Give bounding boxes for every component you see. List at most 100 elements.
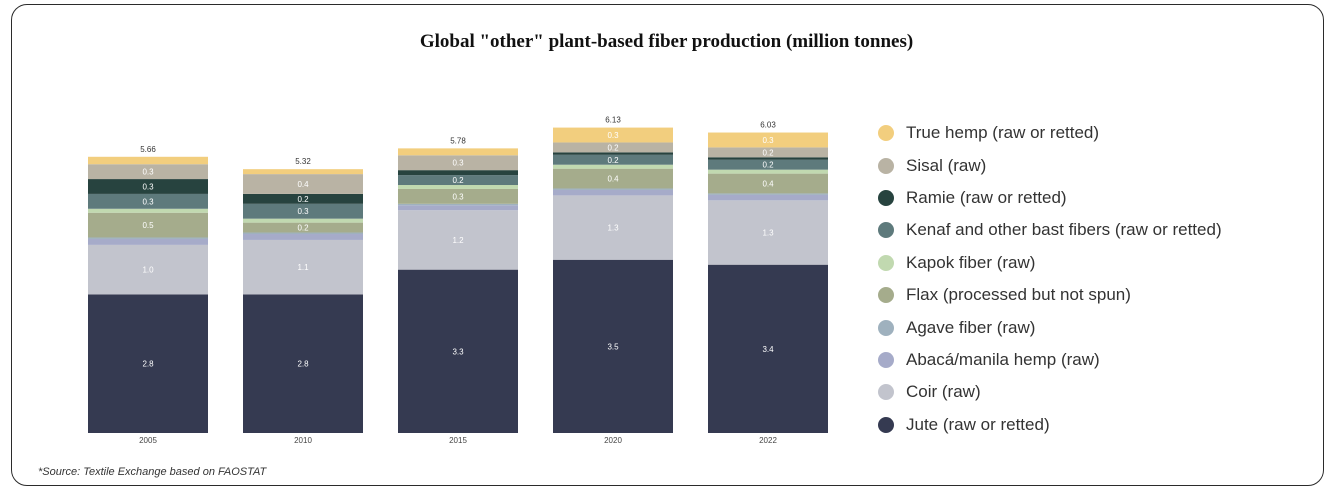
segment-label: 0.3 xyxy=(142,197,154,206)
bar-segment xyxy=(553,188,673,190)
legend-swatch xyxy=(878,384,894,401)
bar-segment xyxy=(708,194,828,201)
bar-segment xyxy=(708,200,828,265)
segment-label: 0.3 xyxy=(762,136,774,145)
bar-segment xyxy=(553,259,673,433)
segment-label: 0.4 xyxy=(762,180,774,189)
category-tick-label: 2005 xyxy=(139,436,157,445)
segment-label: 3.4 xyxy=(762,345,774,354)
bar-segment xyxy=(553,152,673,155)
legend-item: Agave fiber (raw) xyxy=(878,311,1222,343)
bar-segment xyxy=(553,127,673,143)
segment-label: 0.2 xyxy=(607,156,619,165)
bar-segment xyxy=(88,244,208,295)
legend-swatch xyxy=(878,416,894,433)
bar-segment xyxy=(708,132,828,148)
legend-label: True hemp (raw or retted) xyxy=(906,123,1100,143)
legend-label: Flax (processed but not spun) xyxy=(906,285,1131,305)
legend-swatch xyxy=(878,287,894,304)
segment-label: 1.2 xyxy=(452,236,464,245)
bar-segment xyxy=(398,148,518,156)
segment-label: 0.3 xyxy=(297,207,309,216)
segment-label: 0.2 xyxy=(452,176,464,185)
legend-label: Abacá/manila hemp (raw) xyxy=(906,349,1100,369)
legend-item: Kapok fiber (raw) xyxy=(878,247,1222,279)
bar-segment xyxy=(708,159,828,170)
legend-label: Kapok fiber (raw) xyxy=(906,252,1036,272)
bar-segment xyxy=(398,185,518,189)
legend-item: Sisal (raw) xyxy=(878,149,1222,181)
bar-segment xyxy=(88,208,208,213)
bar-segment xyxy=(553,189,673,196)
category-tick-label: 2015 xyxy=(449,436,467,445)
legend-label: Ramie (raw or retted) xyxy=(906,187,1067,207)
segment-label: 0.4 xyxy=(297,180,309,189)
bar-segment xyxy=(88,238,208,245)
bar-segment xyxy=(708,169,828,174)
chart-legend: True hemp (raw or retted) Sisal (raw) Rami… xyxy=(878,117,1222,441)
bar-segment xyxy=(243,169,363,175)
segment-label: 0.2 xyxy=(607,143,619,152)
segment-label: 0.3 xyxy=(607,131,619,140)
bar-segment xyxy=(708,173,828,194)
segment-label: 1.3 xyxy=(607,224,619,233)
category-tick-label: 2022 xyxy=(759,436,777,445)
bar-segment xyxy=(88,193,208,209)
segment-label: 0.3 xyxy=(142,168,154,177)
segment-label: 0.3 xyxy=(142,182,154,191)
segment-label: 0.4 xyxy=(607,175,619,184)
segment-label: 0.2 xyxy=(297,195,309,204)
bar-segment xyxy=(553,164,673,169)
bar-total-label: 6.13 xyxy=(605,116,621,125)
legend-item: Ramie (raw or retted) xyxy=(878,182,1222,214)
legend-swatch xyxy=(878,319,894,336)
bar-segment xyxy=(398,175,518,186)
bar-segment xyxy=(88,156,208,165)
bar-segment xyxy=(553,195,673,260)
legend-item: Flax (processed but not spun) xyxy=(878,279,1222,311)
segment-label: 2.8 xyxy=(142,360,154,369)
bar-segment xyxy=(398,170,518,176)
bar-segment xyxy=(398,210,518,270)
bar-total-label: 5.78 xyxy=(450,136,466,145)
legend-swatch xyxy=(878,189,894,206)
legend-label: Sisal (raw) xyxy=(906,155,987,175)
bar-segment xyxy=(88,237,208,239)
segment-label: 3.3 xyxy=(452,347,464,356)
bar-segment xyxy=(708,264,828,433)
bar-segment xyxy=(243,222,363,233)
legend-label: Coir (raw) xyxy=(906,382,981,402)
segment-label: 0.2 xyxy=(762,148,774,157)
bar-total-label: 5.66 xyxy=(140,145,156,154)
legend-item: Abacá/manila hemp (raw) xyxy=(878,344,1222,376)
segment-label: 0.2 xyxy=(297,224,309,233)
bar-segment xyxy=(243,193,363,204)
legend-item: Kenaf and other bast fibers (raw or rett… xyxy=(878,214,1222,246)
bar-segment xyxy=(553,142,673,153)
bar-segment xyxy=(553,168,673,189)
segment-label: 1.1 xyxy=(297,263,309,272)
legend-swatch xyxy=(878,351,894,368)
bar-segment xyxy=(708,157,828,160)
legend-item: Coir (raw) xyxy=(878,376,1222,408)
chart-title: Global "other" plant-based fiber product… xyxy=(419,31,914,52)
segment-label: 0.3 xyxy=(452,192,464,201)
bar-segment xyxy=(243,294,363,433)
legend-label: Agave fiber (raw) xyxy=(906,317,1036,337)
legend-item: Jute (raw or retted) xyxy=(878,409,1222,441)
segment-label: 0.2 xyxy=(762,161,774,170)
source-note: *Source: Textile Exchange based on FAOST… xyxy=(38,466,267,478)
bar-segment xyxy=(708,147,828,158)
bar-segment xyxy=(398,188,518,204)
legend-swatch xyxy=(878,125,894,142)
bar-segment xyxy=(243,234,363,240)
category-tick-label: 2020 xyxy=(604,436,622,445)
bar-segment xyxy=(88,179,208,194)
legend-swatch xyxy=(878,222,894,239)
bar-segment xyxy=(398,203,518,206)
legend-item: True hemp (raw or retted) xyxy=(878,117,1222,149)
category-tick-label: 2010 xyxy=(294,436,312,445)
segment-label: 2.8 xyxy=(297,360,309,369)
bar-segment xyxy=(243,218,363,223)
